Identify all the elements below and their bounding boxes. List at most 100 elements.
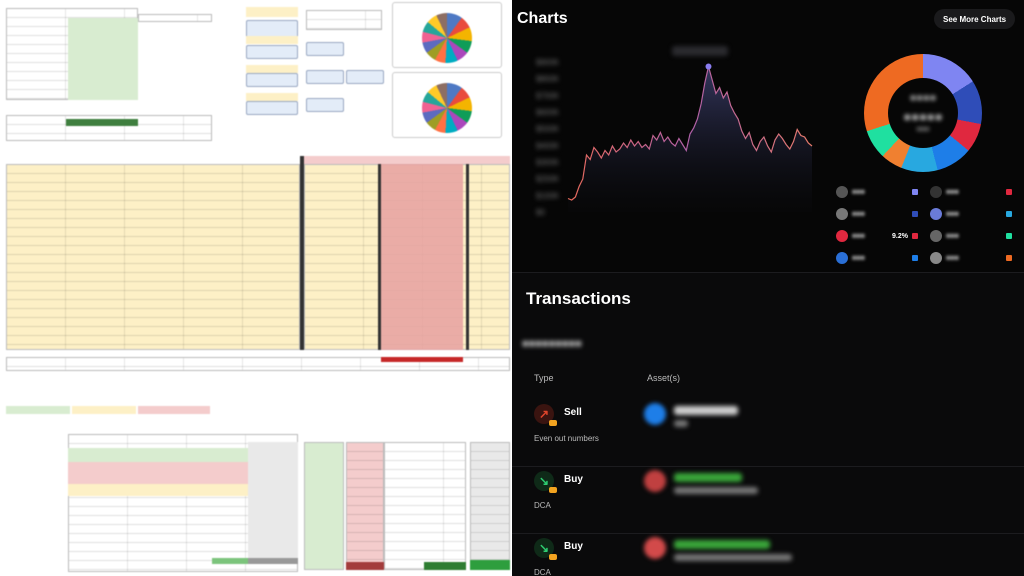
charts-card: Charts See More Charts $900K $800K $700K $6…	[512, 0, 1024, 273]
asset-logo-icon	[644, 537, 666, 559]
legend-name: ■■■	[946, 232, 959, 240]
cost-basis-pie	[422, 13, 472, 63]
legend-swatch	[1006, 211, 1012, 217]
charts-title: Charts	[517, 10, 568, 27]
transaction-row[interactable]: ↘ Buy DCA	[512, 467, 1024, 534]
asset-name	[674, 473, 742, 482]
sheet-button-e	[306, 42, 344, 56]
y-axis-tick-label: $700K	[536, 91, 560, 100]
portfolio-value-line-chart[interactable]: $900K $800K $700K $600K $500K $400K $300K $200K…	[512, 40, 822, 225]
main-table-divider	[300, 156, 304, 350]
sheet-small-table	[306, 10, 382, 30]
donut-center-sub: ●●●	[916, 126, 930, 133]
legend-name: ■■■	[852, 188, 865, 196]
asset-detail	[674, 554, 792, 561]
line-chart-series	[567, 66, 813, 201]
sheet-button-g	[346, 70, 384, 84]
transaction-note: Even out numbers	[534, 434, 599, 443]
sold-portfolio-pie	[422, 83, 472, 133]
y-axis-tick-label: $200K	[536, 175, 560, 184]
legend-name: ■■■	[946, 210, 959, 218]
sheet-button-f	[306, 70, 344, 84]
asset-name	[674, 540, 770, 549]
legend-swatch	[1006, 189, 1012, 195]
legend-swatch	[1006, 255, 1012, 261]
coin-icon	[930, 252, 942, 264]
remaining-total	[424, 562, 466, 570]
transaction-note: DCA	[534, 568, 551, 576]
legend-item: ■■■ 9.2%	[836, 229, 918, 243]
legend-name: ■■■	[946, 254, 959, 262]
transactions-title: Transactions	[526, 289, 631, 308]
coin-icon	[836, 208, 848, 220]
quantity-total	[346, 562, 384, 570]
wallet-badge-icon	[549, 487, 557, 493]
price-table-yellow-row	[68, 484, 298, 496]
legend-name: ■■■	[852, 232, 865, 240]
y-axis-tick-label: $800K	[536, 75, 560, 84]
legend-item: ■■■	[930, 251, 1012, 265]
y-axis-tick-label: $400K	[536, 141, 560, 150]
allocation-donut-hole	[888, 78, 958, 148]
main-table-pink-header	[304, 156, 510, 164]
main-table-totals-red	[381, 357, 463, 362]
donut-center-value: ●●●●●	[903, 109, 943, 124]
transaction-row[interactable]: ↗ Sell Even out numbers	[512, 400, 1024, 467]
asset-detail	[674, 420, 688, 427]
transaction-type: Buy	[564, 541, 583, 552]
line-chart-peak-marker	[705, 63, 712, 70]
sheet-button-c	[246, 73, 298, 87]
y-axis-tick-label: $300K	[536, 158, 560, 167]
see-more-charts-button[interactable]: See More Charts	[934, 9, 1016, 29]
legend-item: ■■■	[930, 207, 1012, 221]
coin-icon	[930, 208, 942, 220]
y-axis-tick-label: $900K	[536, 58, 560, 67]
col-header-assets: Asset(s)	[647, 373, 681, 383]
coin-icon	[836, 230, 848, 242]
legend-swatch	[912, 255, 918, 261]
coin-icon	[836, 186, 848, 198]
legend-item: ■■■	[836, 207, 918, 221]
donut-center-label: ●●●●	[909, 92, 937, 104]
price-table-total-green	[212, 558, 248, 564]
legend-name: ■■■	[946, 188, 959, 196]
total-table-bar	[66, 119, 138, 126]
y-axis-ticks: $900K $800K $700K $600K $500K $400K $300K $200K…	[536, 58, 560, 217]
legend-item: ■■■	[836, 185, 918, 199]
summary-table-extra	[138, 14, 212, 22]
sheet-button-d	[246, 101, 298, 115]
sold-portfolio-pie-card	[392, 72, 502, 138]
wallet-badge-icon	[549, 554, 557, 560]
y-axis-tick-label: $0	[536, 208, 545, 217]
transactions-date-heading: ■■■■■■■■■	[522, 338, 582, 350]
legend-swatch	[912, 211, 918, 217]
remaining-table	[384, 442, 466, 570]
legend-swatch	[912, 233, 918, 239]
price-table-total-gray	[248, 558, 298, 564]
wallet-badge-icon	[549, 420, 557, 426]
transaction-type: Sell	[564, 407, 582, 418]
sheet-legend-pink	[138, 406, 210, 414]
app-panel: Charts See More Charts $900K $800K $700K $6…	[512, 0, 1024, 576]
sheet-button-b	[246, 45, 298, 59]
legend-swatch	[912, 189, 918, 195]
spreadsheet-area	[6, 2, 510, 572]
main-table-red-column	[381, 164, 463, 350]
main-table-divider-3	[466, 164, 469, 350]
sheet-legend-green	[6, 406, 70, 414]
coin-icon	[930, 186, 942, 198]
legend-pct: 9.2%	[892, 232, 908, 240]
allocation-donut-chart[interactable]: ●●●● ●●●●● ●●●	[864, 54, 982, 172]
coin-icon	[930, 230, 942, 242]
transaction-note: DCA	[534, 501, 551, 510]
quantity-table	[346, 442, 384, 570]
cost-basis-table	[470, 442, 510, 570]
y-axis-tick-label: $600K	[536, 108, 560, 117]
target-price-block	[304, 442, 344, 570]
sheet-control-d	[246, 93, 298, 101]
asset-name	[674, 406, 738, 415]
legend-item: ■■■	[836, 251, 918, 265]
buy-arrow-down-right-icon: ↘	[534, 538, 557, 560]
transaction-row[interactable]: ↘ Buy DCA	[512, 534, 1024, 576]
main-table	[6, 164, 300, 350]
